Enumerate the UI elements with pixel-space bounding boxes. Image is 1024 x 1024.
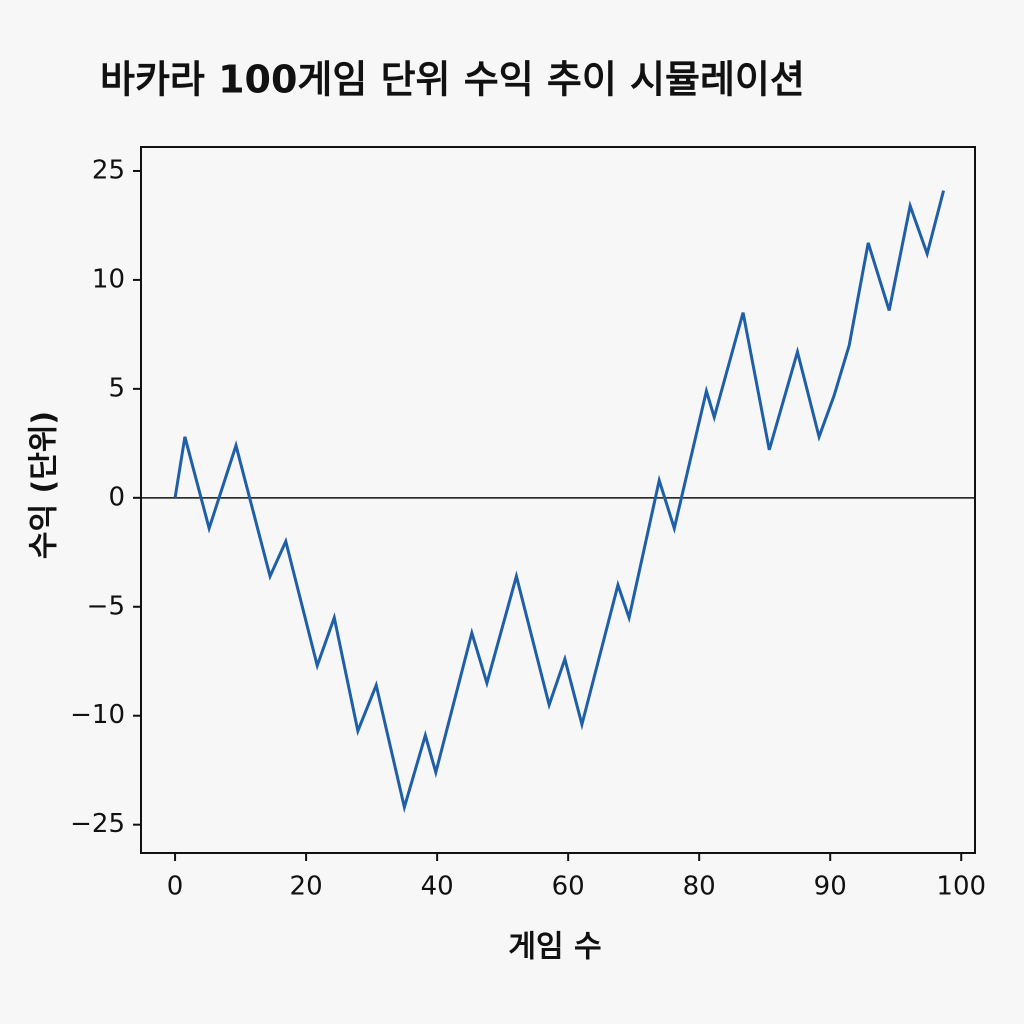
y-tick-label: 10 [92,264,125,294]
x-tick-label: 60 [552,872,585,902]
y-tick-label: 25 [92,155,125,185]
chart-title: 바카라 100게임 단위 수익 추이 시뮬레이션 [100,58,805,102]
data-line [173,190,946,814]
x-tick-label: 0 [167,872,184,902]
x-axis-label: 게임 수 [508,930,601,965]
x-tick-label: 80 [683,872,716,902]
x-tick-label: 90 [814,872,847,902]
y-tick-label: −5 [87,591,125,621]
y-tick-label: −10 [70,700,125,730]
x-tick-label: 40 [421,872,454,902]
y-axis-label: 수익 (단위) [27,411,62,559]
plot-frame [140,146,976,854]
y-tick-label: 0 [108,482,125,512]
y-tick-label: 5 [108,373,125,403]
x-tick-label: 20 [290,872,323,902]
x-tick-label: 100 [936,872,986,902]
y-tick-label: −25 [70,809,125,839]
